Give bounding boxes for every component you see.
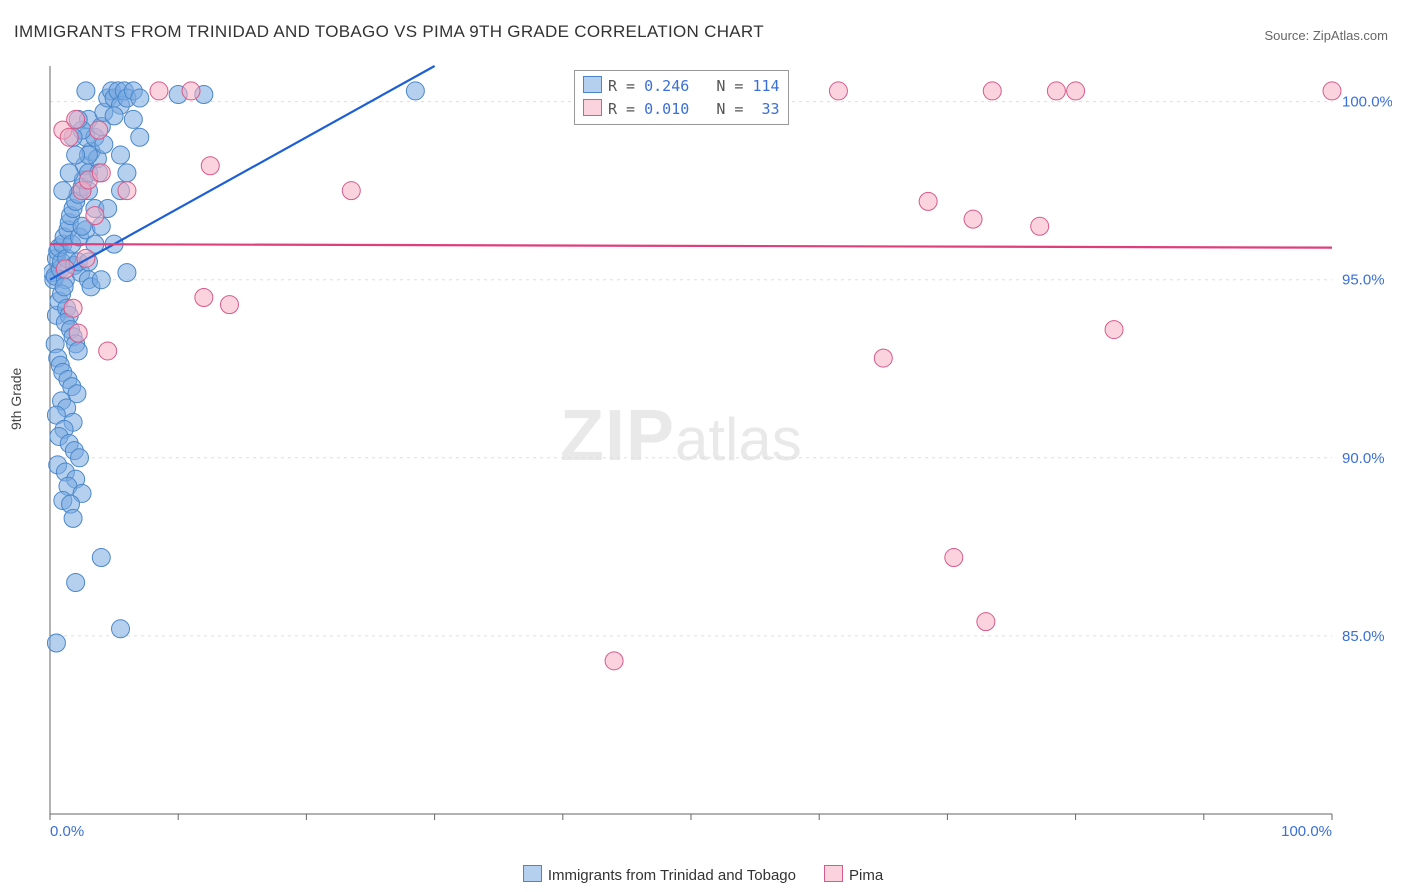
- chart-container: IMMIGRANTS FROM TRINIDAD AND TOBAGO VS P…: [0, 0, 1406, 892]
- svg-text:0.0%: 0.0%: [50, 823, 84, 840]
- svg-text:100.0%: 100.0%: [1342, 94, 1392, 111]
- scatter-chart: 85.0% 90.0% 95.0% 100.0% 0.0% 100.0%: [44, 62, 1392, 842]
- chart-title: IMMIGRANTS FROM TRINIDAD AND TOBAGO VS P…: [14, 22, 764, 42]
- legend-row: R = 0.246 N = 114: [583, 75, 780, 98]
- legend-stats: R = 0.010 N = 33: [608, 100, 780, 118]
- svg-text:85.0%: 85.0%: [1342, 628, 1385, 645]
- legend-item: Immigrants from Trinidad and Tobago: [523, 865, 796, 884]
- legend-series-label: Pima: [849, 867, 883, 884]
- y-axis-label: 9th Grade: [8, 368, 24, 430]
- legend-row: R = 0.010 N = 33: [583, 98, 780, 121]
- source-name: ZipAtlas.com: [1313, 28, 1388, 43]
- legend-swatch-icon: [583, 99, 602, 116]
- correlation-legend: R = 0.246 N = 114 R = 0.010 N = 33: [574, 70, 789, 125]
- source-prefix: Source:: [1264, 28, 1312, 43]
- legend-item: Pima: [824, 865, 883, 884]
- series-legend: Immigrants from Trinidad and Tobago Pima: [0, 865, 1406, 884]
- legend-swatch-icon: [523, 865, 542, 882]
- svg-text:90.0%: 90.0%: [1342, 450, 1385, 467]
- legend-series-label: Immigrants from Trinidad and Tobago: [548, 867, 796, 884]
- legend-stats: R = 0.246 N = 114: [608, 77, 780, 95]
- legend-swatch-icon: [583, 76, 602, 93]
- legend-swatch-icon: [824, 865, 843, 882]
- source-attribution: Source: ZipAtlas.com: [1264, 28, 1388, 43]
- svg-text:95.0%: 95.0%: [1342, 272, 1385, 289]
- svg-text:100.0%: 100.0%: [1281, 823, 1332, 840]
- plot-area: 85.0% 90.0% 95.0% 100.0% 0.0% 100.0% R = 0.24…: [44, 62, 1392, 842]
